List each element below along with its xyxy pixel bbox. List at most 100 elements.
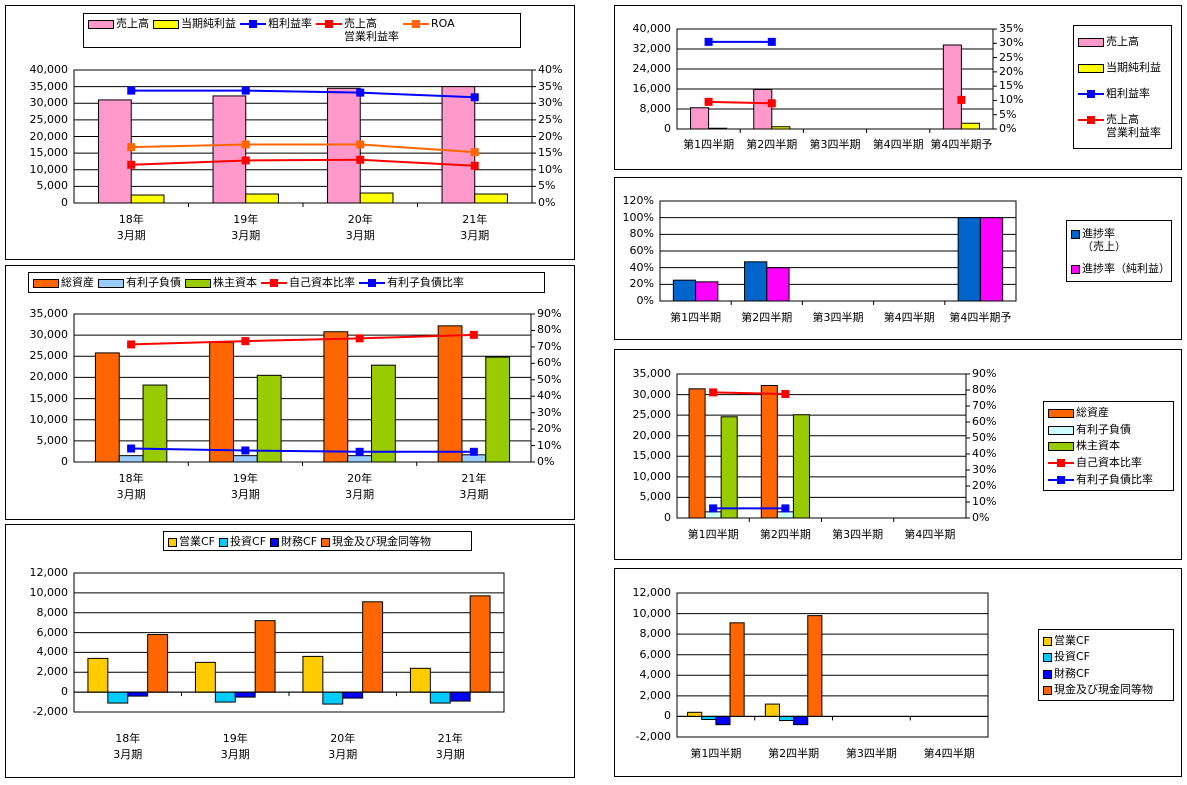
legend-label: 有利子負債 (126, 276, 181, 289)
x-category-label: 第3四半期 (812, 311, 864, 324)
bar (327, 87, 361, 204)
legend-item: 粗利益率 (1078, 87, 1167, 100)
legend-label: 有利子負債 (1076, 422, 1131, 436)
legend-item: 有利子負債比率 (1048, 473, 1169, 486)
x-category-label: 第4四半期予 (930, 138, 993, 151)
y-tick-label: 35,000 (29, 79, 69, 93)
y2-tick-label: 20% (538, 129, 563, 143)
legend-label: 有利子負債比率 (1076, 473, 1153, 487)
legend-label: 売上高 (1106, 34, 1139, 48)
y2-tick-label: 25% (999, 50, 1024, 64)
bar (688, 388, 706, 519)
y-tick-label: 0 (61, 685, 68, 699)
y2-tick-label: 90% (972, 367, 997, 380)
x-category-label: 第3四半期 (845, 747, 897, 760)
bar (214, 691, 236, 703)
y2-tick-label: 30% (972, 463, 997, 476)
legend-label: 粗利益率 (1106, 87, 1150, 101)
y-tick-label: 30,000 (29, 328, 69, 342)
y-tick-label: 40,000 (632, 22, 672, 35)
bar (147, 634, 169, 693)
y-tick-label: 20,000 (29, 370, 69, 384)
y-tick-label: 0% (636, 294, 654, 307)
y2-tick-label: 15% (538, 146, 563, 160)
legend-label: 当期純利益 (181, 17, 236, 30)
legend-label: 進捗率（純利益） (1082, 261, 1170, 275)
bar (302, 655, 324, 693)
chart-legend: 総資産 有利子負債 株主資本 自己資本比率 有利子負債比率 (1043, 401, 1174, 491)
bar (209, 341, 234, 463)
x-category-label: 第2四半期 (768, 747, 820, 760)
legend-label: 進捗率 （売上） (1082, 227, 1126, 254)
plot-area (677, 593, 988, 737)
bar (409, 667, 431, 693)
bar (342, 691, 364, 699)
bar (256, 374, 282, 463)
plot-area (74, 573, 504, 712)
line-marker (469, 447, 478, 456)
bar (127, 691, 149, 697)
legend-swatch (1071, 264, 1080, 274)
series-line (713, 391, 786, 395)
legend-swatch (185, 279, 211, 288)
legend-item: 当期純利益 (1078, 61, 1167, 74)
line-marker (781, 390, 790, 398)
y2-tick-label: 30% (538, 96, 563, 110)
line-marker (355, 447, 364, 456)
series-line (131, 143, 246, 149)
y-tick-label: 120% (622, 194, 654, 207)
y2-tick-label: 0% (538, 196, 556, 209)
bar (695, 281, 719, 302)
y-tick-label: 10,000 (29, 412, 69, 426)
plot-border (73, 313, 532, 463)
series-line (245, 158, 361, 162)
bar (212, 95, 247, 204)
bar (753, 89, 773, 130)
y-tick-label: 10,000 (632, 606, 672, 620)
y2-tick-label: 60% (972, 415, 997, 428)
legend-swatch (1078, 37, 1104, 47)
legend-line-marker-icon (403, 20, 429, 28)
bar (793, 715, 809, 726)
bar (232, 455, 258, 463)
quarterly-balance-chart: 0 5,000 10,000 15,000 20,000 25,000 30,000 35,0… (614, 349, 1182, 560)
legend-item: 進捗率（純利益） (1071, 261, 1170, 275)
y2-tick-label: 50% (537, 372, 562, 386)
bar (687, 711, 703, 717)
legend-swatch (88, 20, 114, 29)
y-tick-label: -2,000 (32, 705, 68, 718)
x-category-label: 第3四半期 (809, 138, 861, 151)
line-marker (781, 504, 790, 513)
legend-label: 現金及び現金同等物 (332, 535, 432, 548)
chart-legend: 売上高 当期純利益 粗利益率 売上高 営業利益率 ROA (83, 13, 521, 48)
x-category-label: 18年 3月期 (113, 732, 143, 761)
x-category-label: 19年 3月期 (230, 472, 260, 501)
legend-swatch (168, 538, 177, 547)
legend-item: 売上高 営業利益率 (316, 17, 399, 43)
plot-border (73, 572, 505, 713)
y-tick-label: 4,000 (639, 668, 672, 682)
y-tick-label: 20,000 (29, 129, 69, 143)
series-line (131, 159, 246, 166)
legend-label: 当期純利益 (1106, 60, 1161, 74)
plot-border (676, 28, 994, 130)
legend-label: 売上高 営業利益率 (344, 17, 399, 43)
y2-tick-label: 10% (538, 162, 563, 176)
series-line (245, 449, 360, 453)
balance-sheet-chart: 0 5,000 10,000 15,000 20,000 25,000 30,000 35,0… (5, 265, 575, 520)
legend-item: 現金及び現金同等物 (321, 535, 431, 548)
y-tick-label: 30,000 (29, 96, 69, 110)
legend-item: 現金及び現金同等物 (1043, 683, 1169, 696)
chart-legend: 営業CF 投資CF 財務CF 現金及び現金同等物 (163, 531, 472, 551)
legend-item: 総資産 (1048, 406, 1169, 419)
bar (720, 416, 738, 519)
legend-line-marker-icon (1048, 476, 1074, 485)
line-marker (127, 86, 136, 95)
legend-swatch (1043, 636, 1052, 646)
legend-swatch (1048, 425, 1074, 435)
y-tick-label: 16,000 (632, 82, 672, 95)
bar (461, 454, 487, 463)
bar (778, 715, 795, 722)
bar (437, 325, 463, 463)
y-tick-label: 0 (664, 122, 671, 135)
